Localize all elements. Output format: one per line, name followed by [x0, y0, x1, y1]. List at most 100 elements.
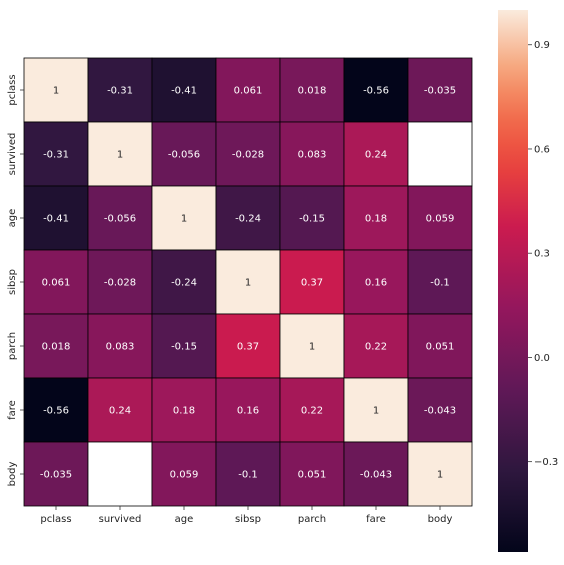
x-tick-label-sibsp: sibsp: [235, 514, 261, 525]
cell-value-label: 0.083: [298, 150, 327, 161]
heatmap-cell-sibsp-survived: [87, 249, 153, 315]
heatmap-cell-age-age: [151, 185, 217, 251]
heatmap-cell-sibsp-body: [407, 249, 473, 315]
cell-value-label: 1: [117, 150, 123, 161]
y-axis: pclass survived age sibsp parch fare body: [7, 74, 24, 486]
cell-value-label: -0.035: [40, 470, 72, 481]
heatmap-cell-body-body: [407, 441, 473, 507]
cell-value-label: 1: [373, 406, 379, 417]
cell-value-label: 1: [309, 342, 315, 353]
heatmap-cell-age-parch: [279, 185, 345, 251]
cell-value-label: 1: [53, 86, 59, 97]
cell-value-label: 1: [181, 214, 187, 225]
heatmap-cell-pclass-fare: [343, 57, 409, 123]
heatmap-cell-parch-survived: [87, 313, 153, 379]
heatmap-cell-survived-fare: [343, 121, 409, 187]
cell-value-label: 0.18: [173, 406, 195, 417]
cell-value-label: -0.15: [171, 342, 197, 353]
heatmap-cell-body-fare: [343, 441, 409, 507]
x-tick-label-survived: survived: [99, 514, 142, 525]
heatmap-cell-pclass-pclass: [23, 57, 89, 123]
x-tick-label-age: age: [175, 514, 194, 525]
cell-value-label: -0.056: [168, 150, 200, 161]
heatmap-cell-age-sibsp: [215, 185, 281, 251]
cell-value-label: -0.043: [360, 470, 392, 481]
cell-value-label: 0.018: [298, 86, 327, 97]
colorbar-tick-label: 0.6: [534, 144, 550, 155]
heatmap-cell-pclass-parch: [279, 57, 345, 123]
colorbar-tick-label: 0.0: [534, 353, 550, 364]
cell-value-label: -0.56: [43, 406, 69, 417]
cell-value-label: 0.37: [301, 278, 323, 289]
heatmap-cell-age-body: [407, 185, 473, 251]
heatmap-cell-survived-body: [407, 121, 473, 187]
cell-value-label: 0.051: [426, 342, 455, 353]
colorbar: −0.3 0.0 0.3 0.6 0.9: [498, 10, 558, 552]
x-tick-label-fare: fare: [366, 514, 386, 525]
cell-value-label: 0.16: [365, 278, 387, 289]
x-tick-label-parch: parch: [298, 514, 326, 525]
heatmap-cell-body-parch: [279, 441, 345, 507]
x-axis: pclass survived age sibsp parch fare body: [40, 506, 452, 525]
cell-value-label: -0.035: [424, 86, 456, 97]
colorbar-tick-label: 0.3: [534, 249, 550, 260]
cell-value-label: 0.22: [365, 342, 387, 353]
cell-value-label: -0.028: [104, 278, 136, 289]
cell-value-label: 0.18: [365, 214, 387, 225]
cell-value-label: -0.41: [43, 214, 69, 225]
heatmap-cell-parch-pclass: [23, 313, 89, 379]
heatmap-cell-age-pclass: [23, 185, 89, 251]
cell-value-label: 0.16: [237, 406, 259, 417]
colorbar-tick-label: 0.9: [534, 40, 550, 51]
cell-value-label: 0.061: [42, 278, 71, 289]
cell-value-label: -0.24: [171, 278, 197, 289]
cell-value-label: 0.22: [301, 406, 323, 417]
heatmap-cells: 1 -0.31 -0.41 0.061 0.018 -0.56 -0.035 -0.31 1 -0…: [23, 57, 473, 507]
cell-value-label: 0.051: [298, 470, 327, 481]
heatmap-cell-sibsp-age: [151, 249, 217, 315]
heatmap-cell-fare-parch: [279, 377, 345, 443]
heatmap-cell-age-fare: [343, 185, 409, 251]
cell-value-label: -0.15: [299, 214, 325, 225]
cell-value-label: 0.059: [170, 470, 199, 481]
heatmap-cell-survived-age: [151, 121, 217, 187]
x-tick-label-pclass: pclass: [40, 514, 71, 525]
heatmap-cell-fare-sibsp: [215, 377, 281, 443]
cell-value-label: -0.56: [363, 86, 389, 97]
cell-value-label: 0.059: [426, 214, 455, 225]
cell-value-label: -0.028: [232, 150, 264, 161]
heatmap-cell-fare-pclass: [23, 377, 89, 443]
cell-value-label: -0.1: [238, 470, 258, 481]
colorbar-gradient: [498, 10, 528, 552]
heatmap-cell-body-survived: [87, 441, 153, 507]
cell-value-label: -0.41: [171, 86, 197, 97]
y-tick-label-age: age: [7, 209, 18, 228]
heatmap-cell-fare-fare: [343, 377, 409, 443]
cell-value-label: 0.083: [106, 342, 135, 353]
cell-value-label: 0.24: [109, 406, 131, 417]
cell-value-label: -0.043: [424, 406, 456, 417]
y-tick-label-fare: fare: [7, 400, 18, 420]
cell-value-label: -0.1: [430, 278, 450, 289]
heatmap-cell-sibsp-parch: [279, 249, 345, 315]
cell-value-label: 0.24: [365, 150, 387, 161]
cell-value-label: 1: [437, 470, 443, 481]
y-tick-label-pclass: pclass: [7, 74, 18, 105]
y-tick-label-survived: survived: [7, 133, 18, 176]
heatmap-cell-fare-survived: [87, 377, 153, 443]
y-tick-label-sibsp: sibsp: [7, 269, 18, 295]
cell-value-label: 1: [245, 278, 251, 289]
heatmap-cell-pclass-sibsp: [215, 57, 281, 123]
cell-value-label: -0.056: [104, 214, 136, 225]
x-tick-label-body: body: [428, 514, 453, 525]
heatmap-cell-body-age: [151, 441, 217, 507]
heatmap-cell-pclass-survived: [87, 57, 153, 123]
y-tick-label-body: body: [7, 462, 18, 487]
heatmap-cell-body-pclass: [23, 441, 89, 507]
colorbar-tick-label: −0.3: [534, 457, 558, 468]
cell-value-label: -0.31: [43, 150, 69, 161]
cell-value-label: 0.37: [237, 342, 259, 353]
cell-value-label: 0.018: [42, 342, 71, 353]
cell-value-label: 0.061: [234, 86, 263, 97]
